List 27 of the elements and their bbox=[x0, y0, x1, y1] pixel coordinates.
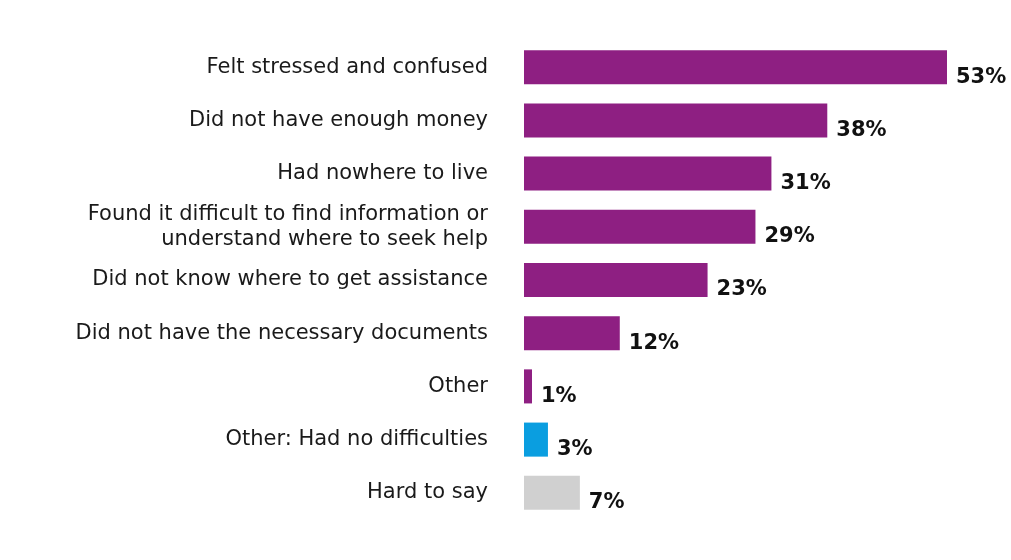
data-label: 12% bbox=[628, 329, 680, 354]
y-tick-label: Had nowhere to live bbox=[277, 160, 488, 185]
data-label: 31% bbox=[780, 170, 831, 195]
data-label: 3% bbox=[556, 436, 593, 461]
bar bbox=[524, 422, 548, 457]
bar bbox=[524, 369, 532, 404]
data-label: 29% bbox=[764, 223, 815, 248]
y-tick-label: Did not know where to get assistance bbox=[92, 266, 488, 291]
y-tick-label: Did not have the necessary documents bbox=[75, 319, 488, 344]
y-tick-label: Found it difficult to find information or understand where to seek help bbox=[87, 200, 489, 250]
bar bbox=[524, 50, 947, 85]
y-tick-label: Felt stressed and confused bbox=[206, 53, 488, 78]
data-label: 7% bbox=[588, 489, 625, 514]
y-tick-label: Other: Had no difficulties bbox=[225, 426, 488, 451]
bar bbox=[524, 103, 828, 138]
bar bbox=[524, 156, 772, 191]
bar bbox=[524, 209, 756, 244]
bar bbox=[524, 316, 620, 351]
y-tick-label: Hard to say bbox=[367, 479, 488, 504]
data-label: 53% bbox=[956, 63, 1007, 88]
y-tick-label: Did not have enough money bbox=[189, 106, 488, 131]
data-label: 1% bbox=[540, 382, 577, 407]
data-label: 38% bbox=[836, 116, 887, 141]
bar bbox=[524, 475, 580, 510]
y-tick-label: Other bbox=[428, 372, 489, 397]
data-label: 23% bbox=[716, 276, 767, 301]
bar bbox=[524, 262, 708, 298]
